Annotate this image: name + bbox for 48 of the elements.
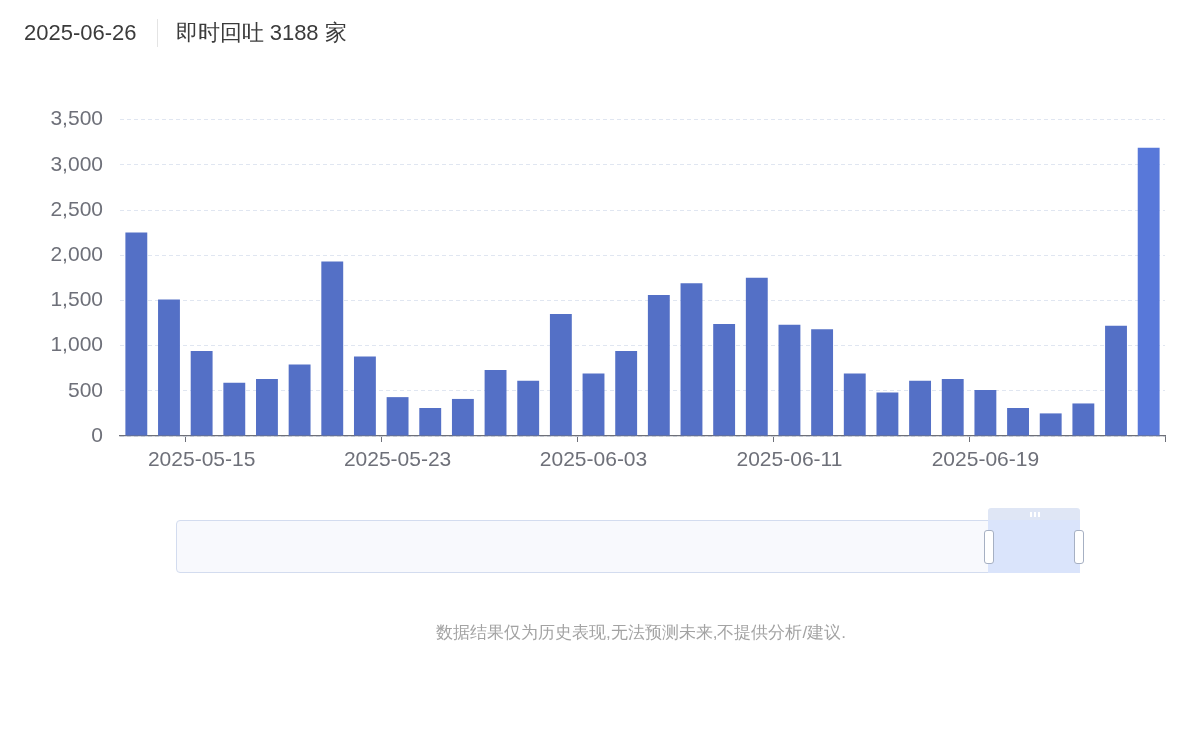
bar bbox=[1072, 403, 1095, 436]
y-tick-label: 3,000 bbox=[50, 151, 103, 175]
y-tick-label: 1,500 bbox=[50, 287, 103, 311]
bar bbox=[941, 379, 964, 436]
bar bbox=[321, 261, 344, 436]
bar bbox=[549, 313, 572, 436]
bar bbox=[876, 392, 899, 436]
bar bbox=[353, 356, 376, 436]
x-tick-label: 2025-05-23 bbox=[343, 447, 452, 471]
bar bbox=[517, 380, 540, 436]
bar bbox=[745, 277, 768, 436]
y-tick-label: 1,000 bbox=[50, 332, 103, 356]
y-tick-label: 2,500 bbox=[50, 196, 103, 220]
bar bbox=[1039, 413, 1062, 436]
bar bbox=[1137, 147, 1160, 436]
bar bbox=[190, 351, 213, 436]
y-tick-label: 500 bbox=[67, 377, 103, 401]
bar bbox=[811, 329, 834, 436]
bar bbox=[909, 380, 932, 436]
chart-title: 2025-06-26 bbox=[24, 20, 137, 46]
bar bbox=[582, 373, 605, 436]
bar bbox=[974, 389, 997, 436]
x-tick-label: 2025-06-03 bbox=[539, 447, 648, 471]
x-tick-label: 2025-05-15 bbox=[147, 447, 256, 471]
x-tick-label: 2025-06-11 bbox=[736, 447, 843, 471]
bar bbox=[451, 398, 474, 436]
bar bbox=[484, 370, 507, 436]
y-tick-label: 3,500 bbox=[50, 106, 103, 130]
y-tick-label: 0 bbox=[91, 422, 103, 446]
bar bbox=[713, 323, 736, 436]
x-tick-label: 2025-06-19 bbox=[931, 447, 1040, 471]
text: 数据结果仅为历史表现,无法预测未来,不提供分析/建议. bbox=[435, 622, 847, 644]
bar bbox=[256, 379, 278, 436]
bar bbox=[615, 351, 638, 436]
bar bbox=[647, 294, 670, 436]
bar bbox=[125, 232, 148, 436]
bar bbox=[223, 382, 246, 436]
bar bbox=[1007, 407, 1029, 436]
bar bbox=[1105, 325, 1127, 436]
y-tick-label: 2,000 bbox=[50, 242, 103, 265]
bar bbox=[386, 397, 409, 436]
bar bbox=[419, 407, 442, 436]
bar bbox=[288, 364, 311, 436]
bar bbox=[778, 324, 801, 436]
bar bbox=[158, 299, 180, 436]
chart-subtitle: 即时回吐 3188 家 bbox=[175, 19, 347, 47]
bar bbox=[843, 373, 866, 436]
bar bbox=[680, 283, 703, 436]
